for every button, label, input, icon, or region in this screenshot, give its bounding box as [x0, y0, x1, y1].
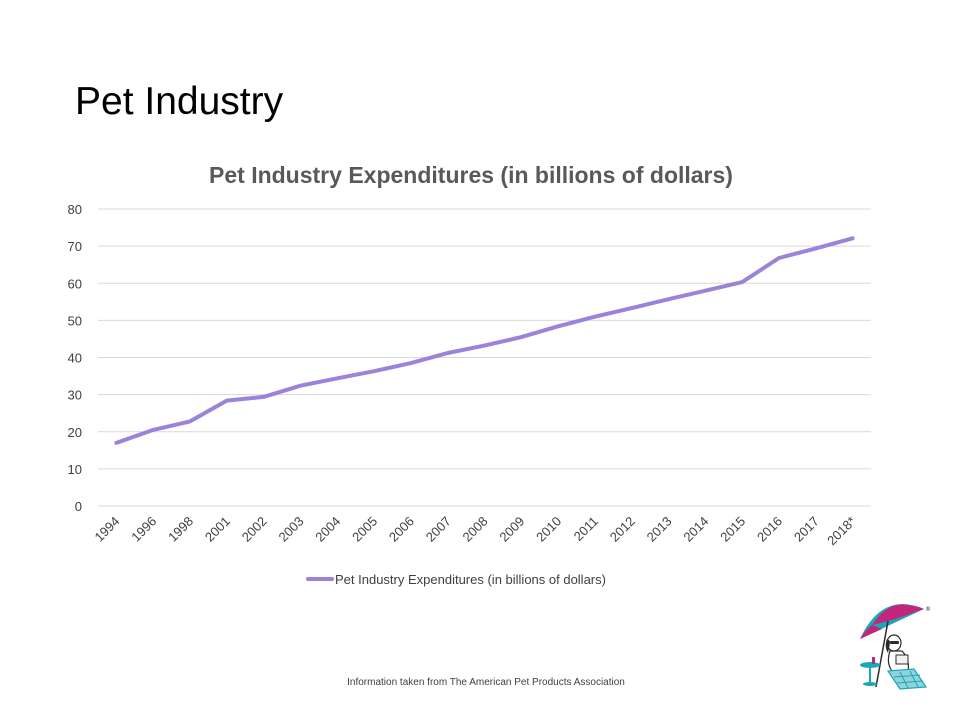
y-tick-label-20: 20 [68, 425, 82, 440]
x-tick-label-2005: 2005 [349, 514, 380, 545]
gridlines [98, 208, 871, 507]
x-tick-label-2011: 2011 [571, 514, 601, 544]
x-tick-label-2001: 2001 [202, 514, 233, 545]
y-tick-label-40: 40 [68, 351, 82, 366]
source-footnote: Information taken from The American Pet … [347, 677, 625, 688]
series-layer [114, 236, 855, 445]
y-tick-label-0: 0 [75, 499, 82, 514]
x-tick-label-2006: 2006 [386, 514, 417, 545]
y-tick-label-10: 10 [68, 462, 82, 477]
x-tick-label-2010: 2010 [533, 514, 564, 545]
y-tick-label-50: 50 [68, 313, 82, 328]
slide-title: Pet Industry [75, 80, 284, 123]
series-line-0 [114, 236, 855, 445]
y-tick-label-80: 80 [68, 202, 82, 217]
x-tick-label-2009: 2009 [496, 514, 527, 545]
x-tick-label-2017: 2017 [791, 514, 822, 545]
x-tick-label-1996: 1996 [128, 514, 159, 545]
x-axis-ticks: 1994 1996 1998 2001 2002 2003 2004 2005 2006 2007… [91, 514, 858, 549]
legend: Pet Industry Expenditures (in billions o… [306, 572, 606, 587]
x-tick-label-2002: 2002 [239, 514, 270, 545]
x-tick-label-2015: 2015 [717, 514, 748, 545]
y-axis-ticks: 0 10 20 30 40 50 60 70 80 [68, 202, 82, 514]
y-tick-label-70: 70 [68, 239, 82, 254]
x-tick-label-2007: 2007 [423, 514, 454, 545]
beach-umbrella-dog-icon: ® [860, 604, 931, 690]
x-tick-label-2008: 2008 [460, 514, 491, 545]
x-tick-label-1994: 1994 [91, 514, 122, 545]
x-tick-label-2016: 2016 [754, 514, 785, 545]
x-tick-label-2013: 2013 [644, 514, 675, 545]
svg-text:®: ® [925, 606, 931, 613]
x-tick-label-2004: 2004 [312, 514, 343, 545]
y-tick-label-30: 30 [68, 388, 82, 403]
legend-label: Pet Industry Expenditures (in billions o… [335, 572, 606, 587]
x-tick-label-1998: 1998 [165, 514, 196, 545]
x-tick-label-2014: 2014 [680, 514, 711, 545]
chart-title: Pet Industry Expenditures (in billions o… [209, 162, 733, 188]
x-tick-label-2003: 2003 [276, 514, 307, 545]
y-tick-label-60: 60 [68, 276, 82, 291]
x-tick-label-2012: 2012 [607, 514, 638, 545]
x-tick-label-2018*: 2018* [824, 514, 859, 549]
